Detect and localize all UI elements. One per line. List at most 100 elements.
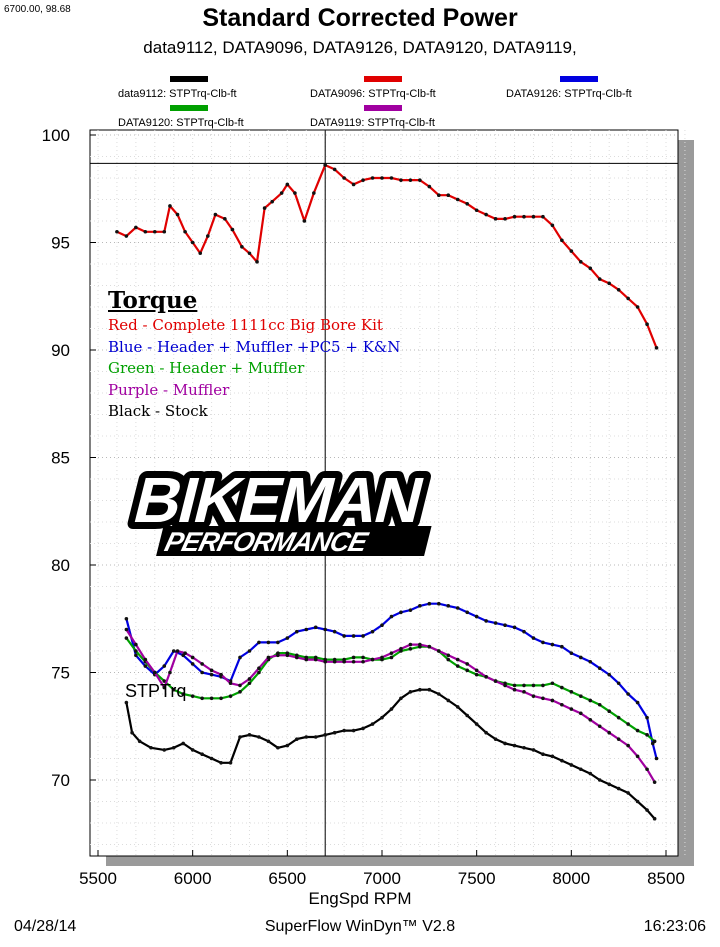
data-point [455, 606, 460, 610]
data-point [652, 816, 657, 821]
data-point [465, 668, 470, 673]
data-point [370, 657, 375, 662]
data-point [124, 616, 129, 621]
data-point [588, 659, 593, 664]
data-point [597, 666, 602, 670]
data-point [588, 718, 593, 722]
data-point [247, 251, 252, 256]
data-point [652, 780, 657, 784]
data-point [351, 728, 356, 733]
data-point [455, 705, 460, 709]
data-point [626, 296, 630, 301]
data-point [645, 322, 649, 327]
data-point [607, 730, 611, 735]
data-point [276, 745, 280, 750]
data-point [270, 199, 274, 204]
data-point [293, 191, 297, 195]
data-point [399, 647, 403, 651]
data-point [484, 619, 488, 623]
data-point [209, 696, 214, 701]
data-point [541, 683, 545, 688]
data-point [616, 737, 621, 741]
data-point [597, 277, 602, 281]
data-point [550, 223, 555, 228]
data-point [238, 735, 242, 739]
data-point [569, 651, 574, 655]
legend-label-data9096[interactable]: DATA9096: STPTrq-Clb-ft [310, 88, 436, 100]
chart-title: Standard Corrected Power [202, 4, 518, 32]
data-point [569, 707, 574, 711]
data-point [597, 702, 602, 707]
data-point [342, 659, 346, 664]
data-point [162, 685, 167, 690]
series-1[interactable] [124, 687, 657, 821]
data-point [474, 672, 479, 677]
legend-swatch-data9096[interactable] [364, 76, 402, 82]
data-point [560, 644, 564, 649]
data-point [162, 679, 167, 683]
data-point [408, 690, 413, 694]
data-point [579, 694, 583, 698]
data-point [342, 176, 346, 180]
legend-label-data9112[interactable]: data9112: STPTrq-Clb-ft [118, 88, 237, 100]
data-point [626, 791, 630, 795]
data-point [230, 227, 235, 232]
data-point [124, 636, 129, 640]
legend-label-data9120[interactable]: DATA9120: STPTrq-Clb-ft [118, 117, 244, 129]
data-point [143, 664, 148, 668]
data-point [240, 245, 244, 249]
series-3[interactable] [124, 601, 659, 761]
legend-swatch-data9112[interactable] [170, 76, 208, 82]
legend-swatch-data9120[interactable] [170, 105, 208, 111]
data-point [200, 662, 204, 666]
data-point [361, 659, 365, 664]
data-point [427, 687, 432, 692]
data-point [361, 178, 365, 182]
data-point [257, 670, 261, 675]
data-point [313, 657, 318, 662]
chart-subtitle: data9112, DATA9096, DATA9126, DATA9120, … [143, 38, 577, 57]
data-point [579, 767, 583, 772]
data-point [238, 690, 242, 694]
data-point [351, 655, 356, 660]
x-tick-label: 6500 [268, 869, 306, 888]
data-point [484, 212, 488, 217]
series-5[interactable] [124, 627, 657, 784]
data-point [238, 683, 242, 688]
y-tick-label: 100 [42, 126, 70, 145]
data-point [209, 756, 214, 761]
data-point [550, 642, 555, 647]
legend-swatch-data9119[interactable] [364, 105, 402, 111]
data-point [162, 229, 167, 234]
data-point [266, 640, 271, 645]
x-tick-label: 8500 [647, 869, 685, 888]
data-point [262, 206, 267, 210]
data-point [190, 240, 195, 245]
data-point [512, 743, 517, 748]
data-point [175, 649, 180, 653]
series-line[interactable] [125, 628, 656, 783]
data-point [304, 627, 309, 632]
data-point [200, 696, 204, 701]
data-point [616, 715, 621, 720]
annotation-line-blue: Blue - Header + Muffler +PC5 + K&N [108, 337, 401, 356]
plot-area [89, 129, 679, 857]
legend-label-data9119[interactable]: DATA9119: STPTrq-Clb-ft [310, 117, 435, 129]
data-point [512, 625, 517, 630]
data-point [276, 640, 280, 645]
series-line[interactable] [125, 602, 658, 759]
series-2[interactable] [115, 163, 659, 350]
data-point [503, 741, 507, 746]
data-point [427, 184, 432, 189]
legend-swatch-data9126[interactable] [560, 76, 598, 82]
x-tick-label: 7500 [458, 869, 496, 888]
legend-label-data9126[interactable]: DATA9126: STPTrq-Clb-ft [506, 88, 632, 100]
data-point [276, 653, 280, 658]
data-point [626, 722, 630, 726]
data-point [607, 709, 611, 713]
data-point [247, 733, 252, 737]
data-point [455, 197, 460, 202]
data-point [465, 713, 470, 718]
data-point [143, 657, 148, 662]
